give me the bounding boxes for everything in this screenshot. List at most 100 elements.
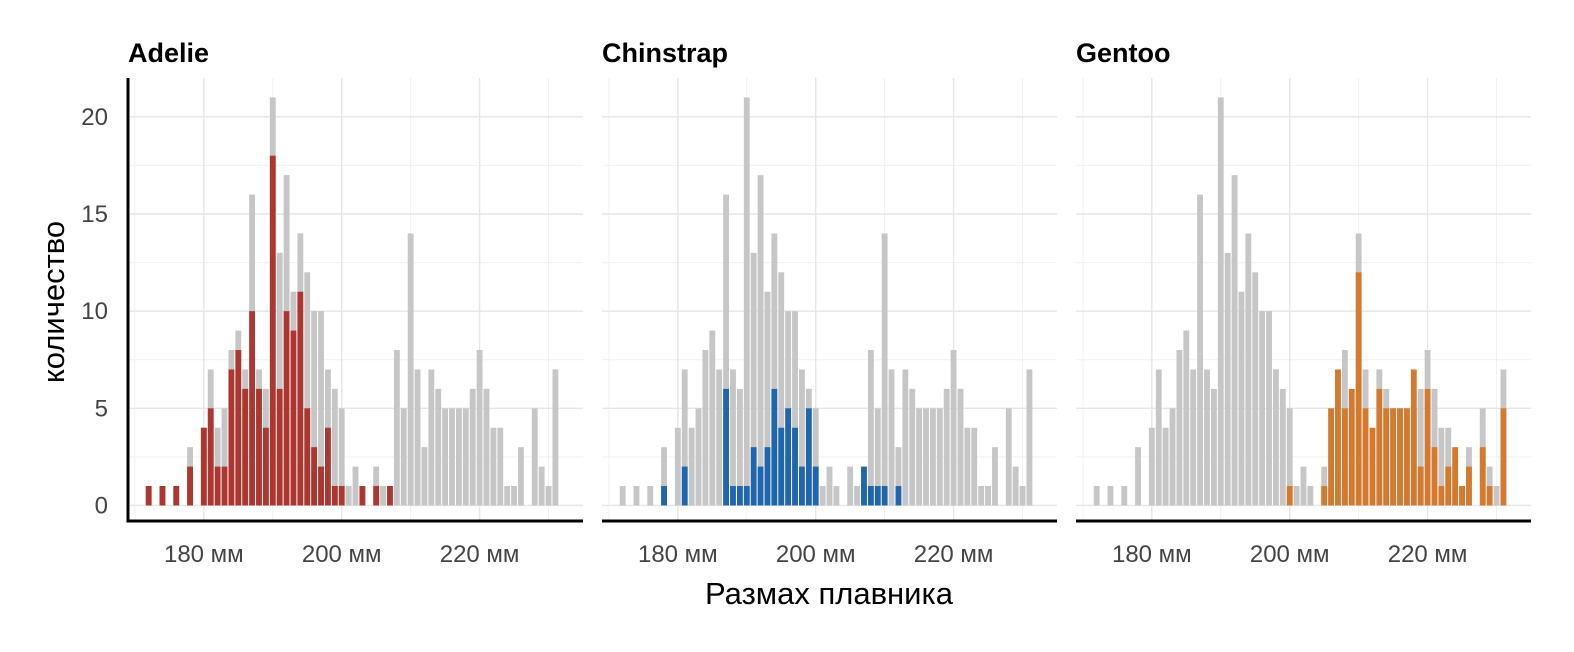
x-tick-label: 200 мм: [302, 541, 382, 568]
x-tick-label: 220 мм: [914, 541, 994, 568]
background-bar: [847, 466, 854, 506]
background-bar: [1135, 447, 1141, 506]
background-bar: [449, 408, 455, 506]
background-bar: [1026, 369, 1033, 506]
species-bar: [1321, 486, 1328, 506]
species-bar: [373, 486, 380, 506]
species-bar: [290, 330, 297, 506]
background-bar: [221, 408, 228, 506]
species-bar: [304, 408, 311, 506]
species-bar: [1459, 486, 1465, 506]
species-bar: [214, 466, 221, 506]
species-bar: [1417, 466, 1424, 506]
background-bar: [1279, 388, 1286, 506]
background-bar: [895, 447, 902, 506]
background-bar: [757, 175, 764, 506]
species-bar: [750, 447, 757, 506]
background-bar: [826, 466, 833, 506]
background-bar: [688, 427, 695, 506]
panel-gentoo: 180 мм 200 мм 220 мм Gentoo: [1076, 38, 1531, 568]
background-bar: [518, 447, 524, 506]
species-bar: [1479, 447, 1486, 506]
x-tick-label: 200 мм: [1250, 541, 1330, 568]
species-bar: [1390, 408, 1397, 506]
background-bar: [469, 388, 476, 506]
background-bar: [1197, 194, 1204, 506]
background-bar: [978, 486, 985, 506]
background-bar: [442, 408, 449, 506]
background-bar: [661, 447, 667, 506]
background-bar: [1148, 427, 1155, 506]
species-bar: [805, 408, 812, 506]
background-bar: [504, 486, 511, 506]
species-bar: [785, 408, 792, 506]
background-bar: [881, 233, 888, 506]
species-bar: [262, 427, 269, 506]
background-bar: [338, 408, 345, 506]
background-bar: [545, 486, 552, 506]
background-bar: [1121, 486, 1128, 506]
background-bar: [276, 252, 283, 506]
background-bar: [936, 408, 943, 506]
species-bar: [1452, 447, 1459, 506]
species-bar: [812, 466, 819, 506]
background-bar: [1162, 427, 1169, 506]
background-bar: [1155, 369, 1162, 506]
background-bar: [421, 447, 428, 506]
background-bar: [743, 97, 750, 506]
background-bar: [833, 486, 840, 506]
species-bar: [1403, 408, 1410, 506]
background-bar: [531, 408, 538, 506]
x-tick-label: 180 мм: [164, 541, 244, 568]
panel-title: Chinstrap: [602, 38, 728, 68]
x-tick-label: 180 мм: [1112, 541, 1192, 568]
background-bar: [985, 486, 991, 506]
species-bar: [681, 466, 688, 506]
background-bar: [1005, 408, 1012, 506]
background-bar: [538, 466, 545, 506]
species-bar: [221, 466, 228, 506]
species-bar: [173, 486, 180, 506]
species-bar: [881, 486, 888, 506]
species-bar: [1355, 272, 1362, 506]
species-bar: [1383, 408, 1390, 506]
background-bar: [400, 408, 407, 506]
species-bar: [207, 408, 214, 506]
species-bar: [228, 369, 235, 506]
species-bar: [338, 486, 345, 506]
background-bar: [476, 350, 483, 506]
background-bar: [552, 369, 559, 506]
background-bar: [971, 427, 978, 506]
y-tick-label: 0: [95, 492, 108, 519]
panel-title: Adelie: [128, 38, 209, 68]
background-bar: [455, 408, 462, 506]
background-bar: [1245, 233, 1252, 506]
background-bar: [771, 233, 778, 506]
species-bar: [311, 447, 318, 506]
species-bar: [187, 466, 193, 506]
background-bar: [1176, 350, 1183, 506]
background-bar: [798, 369, 805, 506]
species-bar: [1466, 466, 1472, 506]
background-bar: [992, 447, 998, 506]
species-bar: [661, 486, 667, 506]
background-bar: [1190, 369, 1197, 506]
species-bar: [324, 427, 331, 506]
background-bar: [1266, 311, 1272, 506]
background-bar: [819, 486, 826, 506]
background-bar: [1093, 486, 1100, 506]
background-bar: [736, 388, 743, 506]
species-bar: [1341, 408, 1348, 506]
background-bar: [867, 350, 874, 506]
species-bar: [743, 486, 750, 506]
background-bar: [1169, 408, 1176, 506]
background-bar: [380, 486, 387, 506]
background-bar: [1107, 486, 1114, 506]
background-bar: [619, 486, 626, 506]
y-tick-label: 15: [81, 201, 108, 228]
background-bar: [923, 408, 929, 506]
background-bar: [428, 369, 435, 506]
panel-title: Gentoo: [1076, 38, 1171, 68]
species-bar: [757, 466, 764, 506]
species-bar: [736, 486, 743, 506]
